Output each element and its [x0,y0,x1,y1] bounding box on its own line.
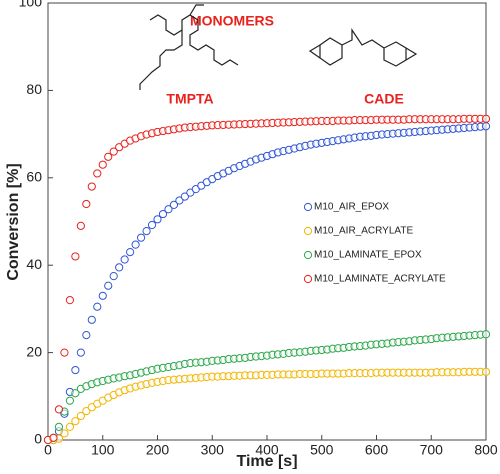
marker [136,233,146,242]
marker [126,247,135,257]
marker [82,407,91,416]
y-tick-label: 60 [26,169,42,185]
legend-marker [303,202,313,212]
molecule-cade [308,28,418,67]
marker [169,200,179,209]
legend-label: M10_LAMINATE_EPOX [314,250,422,261]
marker [115,263,124,272]
marker [180,192,189,201]
marker [82,331,91,340]
x-axis-title: Time [s] [236,453,297,469]
x-tick-label: 100 [91,442,115,458]
marker [131,240,140,249]
structure [189,4,204,16]
y-tick-label: 20 [26,343,42,359]
marker [76,411,85,421]
marker [164,205,173,214]
marker [481,330,491,339]
marker [109,147,118,156]
legend-marker [303,274,313,284]
structure [405,47,418,61]
marker [104,281,113,290]
marker [76,221,85,230]
marker [175,196,184,205]
marker [98,160,107,169]
marker [82,199,91,209]
marker [71,365,80,375]
x-tick-label: 400 [255,442,279,458]
marker [98,291,107,300]
marker [71,252,80,261]
legend-label: M10_LAMINATE_ACRYLATE [314,274,446,285]
annotation: TMPTA [166,91,213,107]
marker [49,433,58,442]
marker [158,209,168,219]
annotation: CADE [364,91,404,107]
y-axis-title: Conversion [%] [5,163,22,280]
marker [120,255,129,264]
structure [149,14,239,66]
marker [54,422,64,431]
marker [71,417,80,426]
x-tick-label: 700 [420,442,444,458]
marker [153,215,162,224]
marker [65,422,75,431]
marker [104,152,113,161]
structure [139,30,183,90]
marker [65,296,75,305]
marker [87,182,96,191]
legend-marker [303,226,313,236]
marker [60,429,69,438]
x-tick-label: 800 [474,442,498,458]
marker [142,227,151,236]
legend-label: M10_AIR_ACRYLATE [314,226,413,237]
legend-marker [303,250,313,260]
marker [54,405,64,414]
marker [60,348,69,357]
marker [481,114,491,123]
x-tick-label: 200 [146,442,170,458]
marker [481,122,491,131]
x-tick-label: 500 [310,442,334,458]
annotation: MONOMERS [190,13,274,29]
marker [93,169,102,178]
marker [76,348,85,357]
structure [308,44,321,59]
x-tick-label: 300 [201,442,225,458]
marker [71,389,80,398]
x-tick-label: 600 [365,442,389,458]
y-tick-label: 100 [19,0,43,10]
molecule-tmpta [139,4,239,90]
structure [341,28,407,67]
legend-label: M10_AIR_EPOX [314,202,389,213]
marker [481,367,491,376]
marker [147,220,157,230]
marker [93,302,102,311]
y-tick-label: 80 [26,81,42,97]
x-tick-label: 0 [44,442,52,458]
y-tick-label: 40 [26,256,42,272]
marker [65,396,75,405]
marker [109,272,118,281]
y-tick-label: 0 [34,431,42,447]
structure [319,37,343,66]
marker [87,315,96,324]
